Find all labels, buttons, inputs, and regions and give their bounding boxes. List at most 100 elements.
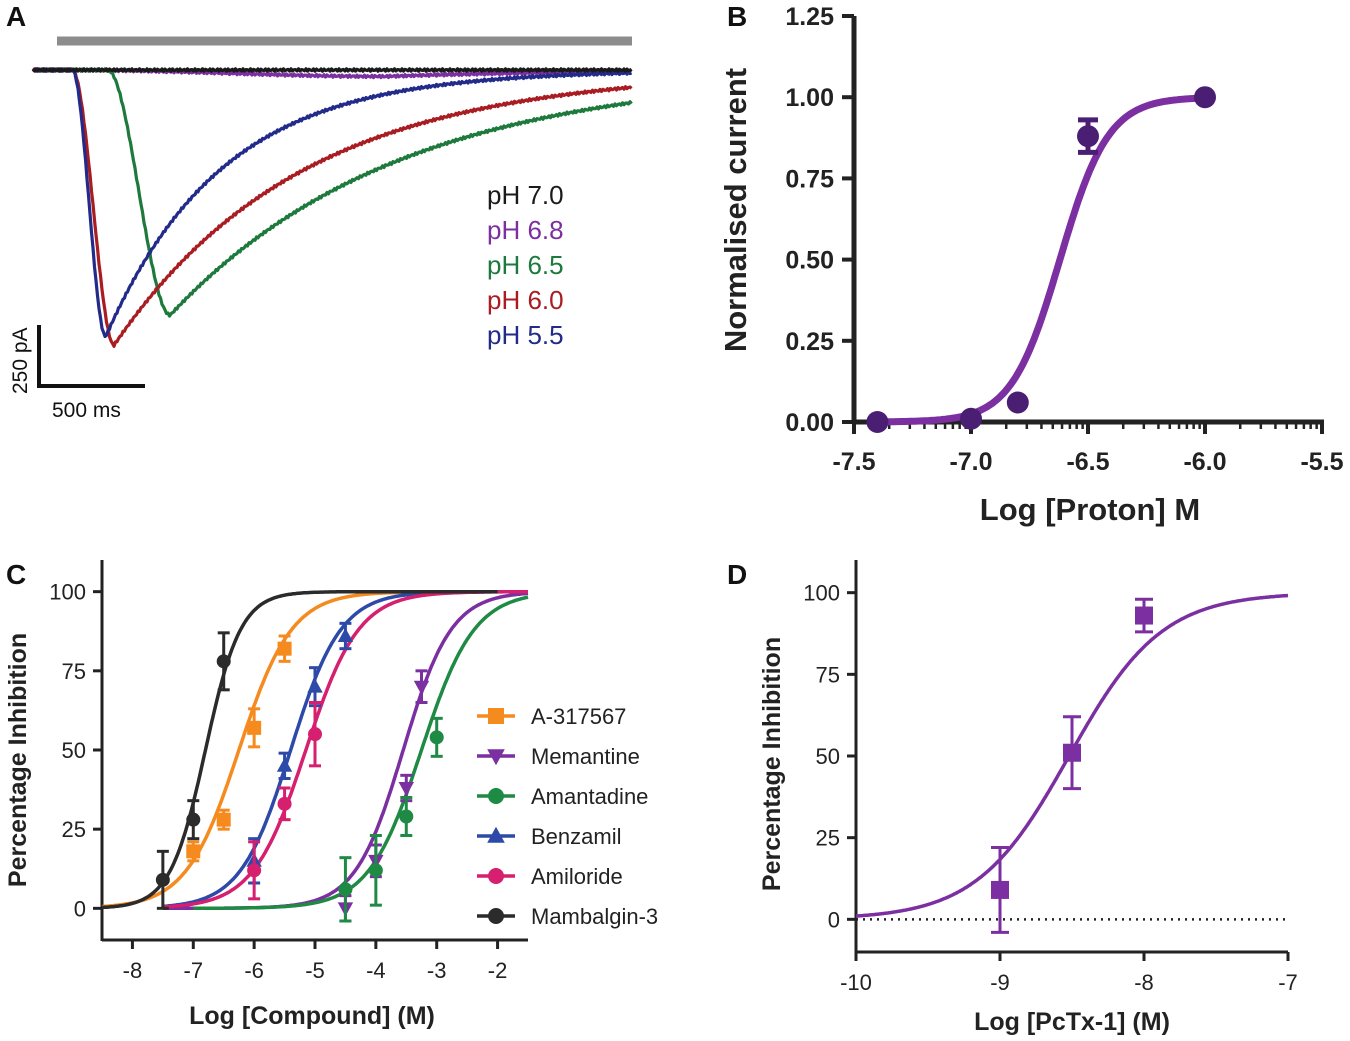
y-tick-label: 100 — [803, 581, 840, 606]
y-tick-label: 25 — [62, 817, 86, 842]
legend-label-mambalgin-3: Mambalgin-3 — [531, 904, 658, 929]
legend-ph-5-5: pH 5.5 — [487, 320, 564, 350]
x-axis-title: Log [Compound] (M) — [189, 1002, 435, 1030]
data-points — [155, 621, 444, 923]
y-tick-label: 75 — [62, 659, 86, 684]
legend-ph-6-5: pH 6.5 — [487, 250, 564, 280]
x-tick-label: -6 — [244, 958, 264, 983]
current-traces — [31, 67, 633, 348]
axes: -10 -9 -8 -7 0 25 50 75 100 — [803, 560, 1298, 995]
point-mambalgin-3 — [186, 812, 201, 827]
panel-a-current-traces: pH 7.0 pH 6.8 pH 6.5 pH 6.0 pH 5.5 250 p… — [9, 36, 633, 422]
y-tick-label: 75 — [816, 662, 840, 687]
y-axis-title: Percentage Inhibition — [4, 633, 32, 887]
panel-letter-a: A — [6, 1, 26, 32]
y-tick-label: 50 — [62, 738, 86, 763]
legend-label-amantadine: Amantadine — [531, 784, 648, 809]
legend-label-amiloride: Amiloride — [531, 864, 623, 889]
panel-b-proton-response: -7.5 -7.0 -6.5 -6.0 -5.5 0.00 0.25 0.50 0.75 1.00… — [718, 3, 1344, 527]
y-tick-label: 0 — [74, 896, 86, 921]
legend-label-benzamil: Benzamil — [531, 824, 621, 849]
x-tick-label: -4 — [366, 958, 386, 983]
point-a-317567 — [216, 812, 231, 827]
x-tick-label: -3 — [427, 958, 447, 983]
ph-legend: pH 7.0 pH 6.8 pH 6.5 pH 6.0 pH 5.5 — [487, 180, 564, 350]
x-axis-title: Log [Proton] M — [980, 492, 1200, 527]
trace-ph-5-5 — [32, 67, 633, 339]
panel-letter-d: D — [727, 559, 747, 590]
x-tick-label: -9 — [990, 970, 1010, 995]
x-tick-label: -7.0 — [949, 448, 992, 476]
point-amantadine — [368, 863, 383, 878]
point-amiloride — [308, 727, 322, 742]
legend-marker-amantadine — [488, 788, 504, 804]
legend-ph-6-0: pH 6.0 — [487, 285, 564, 315]
point-benzamil — [276, 757, 293, 772]
x-axis-title: Log [PcTx-1] (M) — [974, 1008, 1170, 1036]
y-tick-label: 0.25 — [785, 328, 834, 356]
x-tick-label: -2 — [488, 958, 508, 983]
data-point — [960, 407, 982, 430]
panel-c-compound-inhibition: -8 -7 -6 -5 -4 -3 -2 0 25 50 75 100 A-317567 Memanti… — [4, 560, 658, 1030]
legend-label-memantine: Memantine — [531, 744, 640, 769]
data-point — [1063, 743, 1081, 762]
legend-marker-memantine — [487, 749, 505, 766]
fit-a-317567 — [101, 589, 498, 909]
y-tick-label: 1.00 — [785, 84, 834, 112]
x-tick-label: -8 — [123, 958, 143, 983]
point-mambalgin-3 — [155, 872, 170, 887]
y-tick-label: 0.00 — [785, 409, 834, 437]
legend-label-a-317567: A-317567 — [531, 704, 626, 729]
x-tick-label: -5.5 — [1300, 448, 1343, 476]
axes: -7.5 -7.0 -6.5 -6.0 -5.5 0.00 0.25 0.50 0.75 1.00… — [785, 3, 1343, 476]
x-tick-label: -6.0 — [1183, 448, 1226, 476]
legend-marker-benzamil — [487, 826, 505, 843]
y-tick-label: 25 — [816, 826, 840, 851]
trace-ph-6-0 — [31, 67, 633, 348]
legend-marker-mambalgin-3 — [488, 908, 504, 924]
data-point — [866, 411, 889, 433]
fit-curve — [873, 94, 1209, 426]
data-point — [1006, 391, 1029, 414]
y-tick-label: 0.50 — [785, 247, 834, 275]
point-benzamil — [337, 627, 354, 642]
legend-marker-amiloride — [488, 868, 504, 884]
data-point — [1077, 125, 1099, 148]
y-tick-label: 100 — [49, 580, 86, 605]
data-point — [1194, 86, 1216, 109]
point-a-317567 — [186, 844, 201, 859]
point-memantine — [413, 680, 430, 695]
point-amantadine — [399, 809, 414, 824]
legend-ph-6-8: pH 6.8 — [487, 215, 564, 245]
trace-ph-7-0 — [31, 67, 633, 73]
scale-label-time: 500 ms — [52, 399, 121, 422]
point-amantadine — [429, 730, 444, 745]
point-amiloride — [277, 796, 292, 811]
x-tick-label: -10 — [840, 970, 872, 995]
y-tick-label: 0.75 — [785, 165, 834, 193]
y-axis-title: Percentage Inhibition — [758, 637, 786, 891]
panel-letter-c: C — [6, 559, 26, 590]
point-a-317567 — [277, 641, 292, 656]
trace-ph-6-5 — [31, 67, 633, 318]
y-tick-label: 1.25 — [785, 3, 834, 31]
point-amiloride — [247, 863, 262, 878]
y-axis-title: Normalised current — [718, 68, 753, 352]
point-mambalgin-3 — [216, 654, 231, 669]
point-a-317567 — [247, 720, 262, 735]
axes: -8 -7 -6 -5 -4 -3 -2 0 25 50 75 100 — [49, 560, 528, 983]
legend-ph-7-0: pH 7.0 — [487, 180, 564, 210]
fit-curves — [873, 94, 1209, 426]
x-tick-label: -7 — [1278, 970, 1298, 995]
data-point — [991, 880, 1009, 899]
legend-marker-a-317567 — [488, 708, 504, 724]
data-point — [1135, 606, 1153, 625]
x-tick-label: -6.5 — [1066, 448, 1109, 476]
point-memantine — [398, 782, 414, 797]
x-tick-label: -8 — [1134, 970, 1154, 995]
fit-mambalgin-3 — [102, 589, 498, 910]
point-amantadine — [338, 882, 353, 897]
y-tick-label: 50 — [816, 744, 840, 769]
x-tick-label: -7 — [184, 958, 204, 983]
